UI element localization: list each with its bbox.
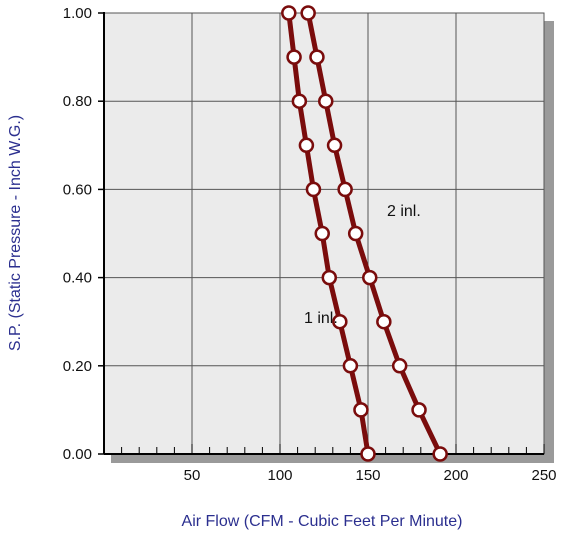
y-tick-label: 0.40 (63, 270, 92, 287)
y-tick-label: 0.80 (63, 93, 92, 110)
data-point-2 (411, 402, 427, 418)
data-point-2 (432, 446, 448, 462)
data-point-2 (347, 225, 364, 242)
data-point-1 (305, 181, 322, 198)
data-point-2 (326, 137, 343, 154)
data-point-2 (391, 358, 408, 374)
data-point-2 (362, 269, 378, 286)
data-point-1 (332, 313, 348, 330)
data-point-1 (298, 137, 315, 154)
data-point-1 (342, 358, 359, 374)
y-tick-label: 0.00 (63, 446, 92, 463)
data-point-1 (314, 225, 330, 242)
data-point-1 (281, 5, 297, 21)
x-tick-label: 100 (267, 467, 292, 484)
data-point-2 (337, 181, 353, 198)
series-layer (281, 5, 448, 462)
data-point-1 (321, 269, 338, 286)
data-point-1 (353, 402, 369, 418)
series-label-1-inlet: 1 inl. (304, 310, 338, 327)
x-tick-label: 200 (443, 467, 468, 484)
data-point-1 (360, 446, 376, 462)
data-point-2 (318, 93, 334, 109)
x-tick-label: 250 (531, 467, 556, 484)
data-point-2 (300, 5, 316, 21)
y-tick-label: 0.60 (63, 181, 92, 198)
x-axis-title: Air Flow (CFM - Cubic Feet Per Minute) (182, 513, 463, 530)
grid (103, 12, 545, 455)
y-axis-title: S.P. (Static Pressure - Inch W.G.) (7, 115, 24, 351)
tick-labels: 50 100 150 200 250 0.00 0.20 0.40 0.60 0.80 1.00 (63, 5, 557, 484)
data-point-1 (291, 93, 308, 109)
data-point-2 (309, 49, 325, 65)
y-tick-label: 0.20 (63, 358, 92, 375)
data-point-1 (286, 49, 302, 65)
x-tick-label: 50 (184, 467, 201, 484)
data-point-2 (376, 313, 392, 330)
x-tick-label: 150 (355, 467, 380, 484)
series-label-2-inlets: 2 inl. (387, 203, 421, 220)
y-tick-label: 1.00 (63, 5, 92, 22)
